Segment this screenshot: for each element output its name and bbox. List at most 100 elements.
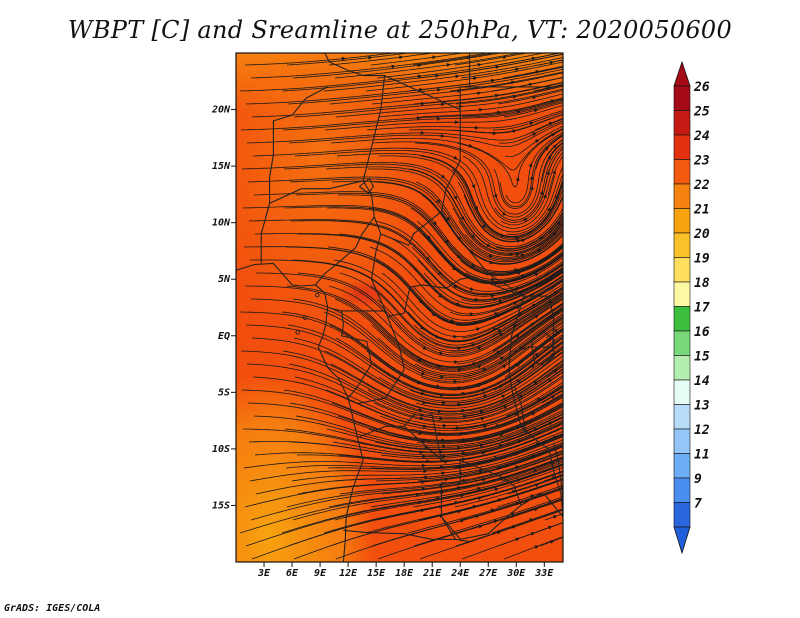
colorbar-label: 16	[694, 325, 710, 340]
streamline-arrow	[454, 120, 459, 125]
streamline	[251, 298, 563, 380]
streamline	[244, 53, 397, 66]
streamline-arrow	[554, 194, 559, 199]
streamline-arrow	[461, 408, 466, 413]
streamline-arrow	[421, 487, 426, 491]
streamline	[504, 125, 563, 158]
streamline	[412, 467, 563, 508]
streamline-arrow	[469, 312, 475, 317]
streamline	[243, 430, 563, 469]
streamline-arrow	[533, 108, 539, 113]
streamline-arrow	[453, 195, 457, 201]
streamline-arrow	[470, 234, 476, 239]
streamline-arrow	[534, 545, 539, 549]
streamline-arrow	[532, 95, 537, 100]
streamline	[422, 420, 563, 456]
streamline	[376, 53, 546, 79]
streamline-arrow	[421, 101, 426, 106]
streamline	[458, 220, 563, 256]
streamline-arrow	[518, 346, 523, 351]
x-tick-label: 18E	[395, 568, 414, 579]
streamline-arrow	[483, 394, 488, 398]
streamline-arrow	[422, 346, 428, 350]
streamline-arrow	[480, 417, 485, 421]
streamline-arrow	[455, 74, 460, 79]
streamline-arrow	[477, 486, 482, 491]
map-frame	[235, 52, 564, 563]
streamline-arrow	[533, 381, 539, 386]
colorbar-swatch	[673, 477, 691, 503]
streamline	[335, 335, 563, 395]
streamline	[374, 413, 563, 451]
coastline	[459, 86, 554, 110]
streamline-arrow	[514, 236, 519, 241]
streamline	[373, 376, 563, 423]
x-tick-label: 9E	[314, 568, 327, 579]
streamline	[502, 65, 563, 79]
streamline-arrow	[471, 184, 476, 189]
streamline	[366, 110, 563, 131]
streamline-arrow	[515, 306, 521, 310]
coastline	[343, 529, 470, 543]
streamline	[417, 259, 563, 301]
colorbar: 26 25 24 23 22 21 20 19 18 17 16 15 14 13 12 11 9 7	[673, 60, 710, 555]
streamline	[336, 368, 563, 418]
streamline-arrow	[422, 463, 427, 468]
streamline	[370, 53, 465, 66]
streamline-arrow	[556, 220, 561, 226]
streamline-arrow	[420, 130, 425, 135]
streamline	[287, 324, 563, 396]
streamline-arrow	[520, 253, 525, 258]
streamline	[419, 97, 563, 118]
streamline	[368, 168, 563, 254]
colorbar-bottom-arrow	[673, 526, 691, 555]
streamline	[381, 272, 563, 332]
streamline-arrow	[538, 260, 543, 265]
streamline-arrow	[438, 293, 443, 298]
streamline	[294, 376, 563, 427]
streamline	[337, 402, 563, 442]
streamline	[287, 68, 563, 105]
streamline-arrow	[552, 144, 557, 149]
streamline	[255, 442, 563, 495]
streamline	[338, 194, 563, 275]
temperature-field	[236, 53, 563, 562]
streamline-arrow	[420, 508, 426, 513]
streamline-arrow	[547, 155, 552, 160]
coastline	[553, 443, 563, 499]
streamline	[242, 205, 563, 283]
streamline-arrow	[437, 87, 442, 92]
streamline	[283, 389, 563, 435]
streamline-arrow	[391, 64, 396, 69]
streamline	[380, 423, 563, 459]
streamline	[370, 461, 563, 508]
colorbar-swatch	[673, 281, 691, 307]
streamline	[367, 365, 563, 416]
streamline	[297, 427, 563, 463]
streamline	[282, 350, 563, 413]
streamline	[251, 82, 563, 118]
streamline-arrow	[494, 456, 499, 460]
x-axis: 3E 6E 9E 12E 15E 18E 21E 24E 27E 30E 33E	[257, 562, 554, 579]
streamline-arrow	[512, 129, 517, 133]
streamline	[240, 98, 563, 131]
streamline-arrow	[445, 216, 450, 222]
coastline	[357, 316, 405, 405]
streamline-arrow	[479, 443, 484, 448]
streamline	[323, 57, 563, 92]
coastline	[534, 278, 563, 297]
streamline-arrow	[517, 271, 522, 275]
streamline-arrow	[494, 312, 499, 316]
streamline-arrow	[515, 67, 520, 72]
colorbar-swatch	[673, 428, 691, 454]
streamline-arrow	[417, 63, 423, 68]
streamline-arrow	[520, 274, 526, 279]
coastline	[441, 504, 522, 541]
streamline-arrow	[530, 364, 535, 369]
streamline	[239, 53, 562, 92]
streamline	[326, 413, 563, 450]
streamline-arrow	[475, 327, 481, 332]
streamline	[329, 72, 563, 105]
streamline-arrow	[492, 131, 497, 136]
streamline	[413, 291, 563, 346]
